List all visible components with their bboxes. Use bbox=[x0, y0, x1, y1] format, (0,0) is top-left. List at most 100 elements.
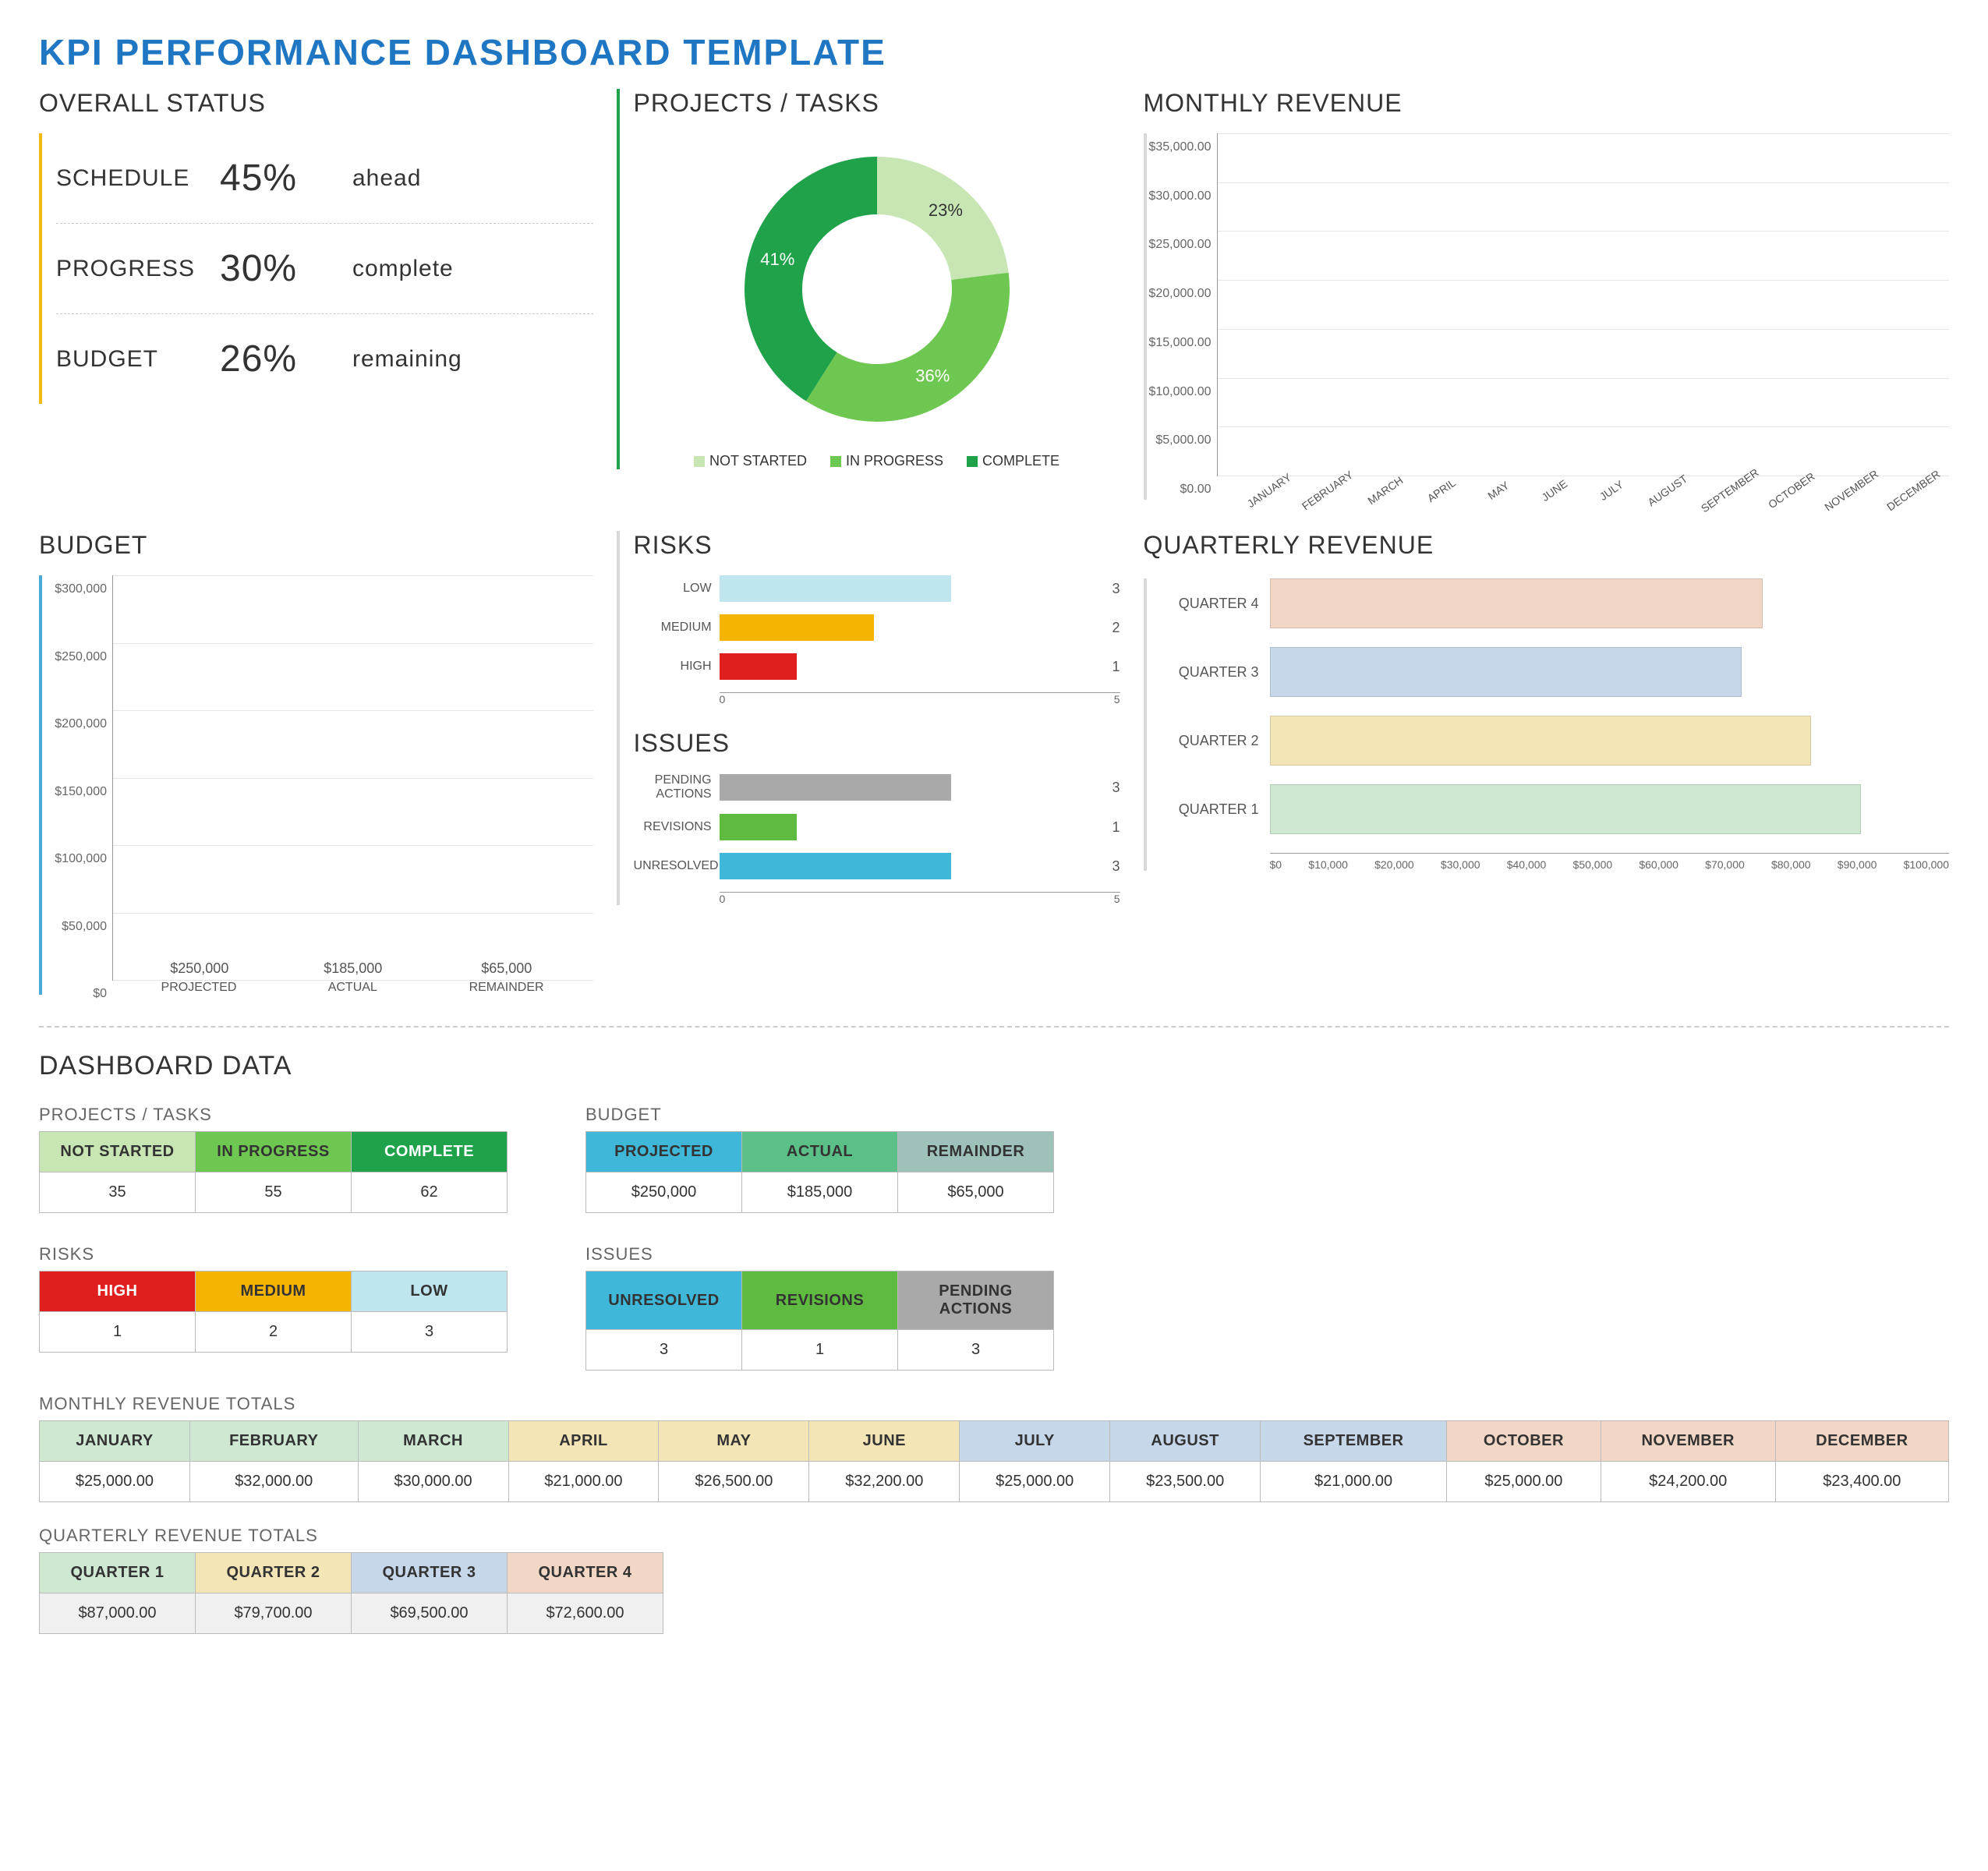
table-cell: $25,000.00 bbox=[1447, 1462, 1601, 1502]
table-header: JUNE bbox=[809, 1421, 960, 1462]
quarter-label: QUARTER 4 bbox=[1161, 596, 1270, 612]
dashboard-data-title: DASHBOARD DATA bbox=[39, 1051, 1949, 1081]
table-header: APRIL bbox=[508, 1421, 659, 1462]
hbar-axis: 05 bbox=[720, 692, 1120, 706]
donut-slice-label: 23% bbox=[928, 200, 962, 220]
status-pct: 26% bbox=[220, 338, 352, 380]
hbar-track bbox=[720, 575, 1106, 602]
y-axis-label: $0 bbox=[93, 987, 113, 1001]
projects-table: NOT STARTEDIN PROGRESSCOMPLETE355562 bbox=[39, 1131, 508, 1213]
table-header: MARCH bbox=[358, 1421, 508, 1462]
y-axis-label: $35,000.00 bbox=[1148, 140, 1217, 154]
quarter-axis-label: $100,000 bbox=[1904, 858, 1949, 871]
monthly-revenue-body: $0.00$5,000.00$10,000.00$15,000.00$20,00… bbox=[1144, 133, 1950, 500]
bar-column: $250,000 bbox=[122, 960, 276, 980]
table-header: LOW bbox=[352, 1272, 508, 1312]
projects-table-wrap: PROJECTS / TASKS NOT STARTEDIN PROGRESSC… bbox=[39, 1097, 508, 1213]
table-header: NOT STARTED bbox=[40, 1132, 196, 1172]
status-pct: 30% bbox=[220, 247, 352, 290]
hbar-row: UNRESOLVED3 bbox=[634, 853, 1120, 879]
table-header: DECEMBER bbox=[1775, 1421, 1948, 1462]
donut-slice-label: 41% bbox=[760, 249, 794, 269]
hbar-track bbox=[720, 614, 1106, 641]
budget-table-wrap: BUDGET PROJECTEDACTUALREMAINDER$250,000$… bbox=[585, 1097, 1054, 1213]
table-cell: $69,500.00 bbox=[352, 1593, 508, 1634]
hbar-axis: 05 bbox=[720, 892, 1120, 905]
monthly-table: JANUARYFEBRUARYMARCHAPRILMAYJUNEJULYAUGU… bbox=[39, 1420, 1949, 1502]
quarter-track bbox=[1270, 647, 1950, 697]
risks-issues-body: RISKS LOW3MEDIUM2HIGH105 ISSUES PENDING … bbox=[617, 531, 1120, 905]
table-cell: 62 bbox=[352, 1172, 508, 1213]
y-axis-label: $250,000 bbox=[55, 650, 113, 664]
table-cell: $24,200.00 bbox=[1601, 1462, 1775, 1502]
bar-value-label: $185,000 bbox=[324, 960, 382, 977]
hbar-label: HIGH bbox=[634, 660, 720, 674]
y-axis-label: $20,000.00 bbox=[1148, 287, 1217, 301]
hbar-value: 1 bbox=[1112, 819, 1120, 836]
status-pct: 45% bbox=[220, 157, 352, 200]
y-axis-label: $50,000 bbox=[62, 920, 113, 934]
hbar bbox=[720, 774, 952, 801]
y-axis-label: $5,000.00 bbox=[1155, 433, 1217, 447]
quarter-axis-label: $10,000 bbox=[1308, 858, 1348, 871]
hbar-label: LOW bbox=[634, 582, 720, 596]
table-cell: $26,500.00 bbox=[659, 1462, 809, 1502]
row-2: BUDGET $0$50,000$100,000$150,000$200,000… bbox=[39, 531, 1949, 995]
y-axis-label: $30,000.00 bbox=[1148, 189, 1217, 203]
hbar-track bbox=[720, 814, 1106, 840]
status-label: PROGRESS bbox=[56, 256, 220, 282]
table-cell: 3 bbox=[898, 1330, 1054, 1371]
quarter-axis-label: $20,000 bbox=[1374, 858, 1414, 871]
issues-title: ISSUES bbox=[634, 729, 1120, 758]
donut-slice-label: 36% bbox=[915, 366, 950, 385]
table-cell: 2 bbox=[196, 1312, 352, 1353]
table-cell: $87,000.00 bbox=[40, 1593, 196, 1634]
quarter-axis-label: $0 bbox=[1270, 858, 1282, 871]
quarter-axis-label: $50,000 bbox=[1573, 858, 1613, 871]
table-cell: $250,000 bbox=[586, 1172, 742, 1213]
monthly-table-title: MONTHLY REVENUE TOTALS bbox=[39, 1394, 1949, 1414]
table-header: PROJECTED bbox=[586, 1132, 742, 1172]
quarterly-revenue-xaxis: $0$10,000$20,000$30,000$40,000$50,000$60… bbox=[1270, 853, 1950, 871]
donut-legend-item: COMPLETE bbox=[967, 453, 1059, 469]
issues-table-title: ISSUES bbox=[585, 1244, 1054, 1264]
donut-legend-item: IN PROGRESS bbox=[830, 453, 943, 469]
budget-table-title: BUDGET bbox=[585, 1105, 1054, 1125]
quarter-axis-label: $70,000 bbox=[1705, 858, 1745, 871]
hbar-label: UNRESOLVED bbox=[634, 859, 720, 873]
gridline bbox=[113, 980, 593, 981]
table-cell: $21,000.00 bbox=[1261, 1462, 1447, 1502]
projects-body: PROJECTS / TASKS 23%36%41% NOT STARTEDIN… bbox=[617, 89, 1120, 469]
quarterly-table-wrap: QUARTERLY REVENUE TOTALS QUARTER 1QUARTE… bbox=[39, 1526, 1949, 1634]
hbar-row: HIGH1 bbox=[634, 653, 1120, 680]
hbar-row: PENDING ACTIONS3 bbox=[634, 773, 1120, 801]
hbar bbox=[720, 853, 952, 879]
budget-table: PROJECTEDACTUALREMAINDER$250,000$185,000… bbox=[585, 1131, 1054, 1213]
quarter-axis-label: $80,000 bbox=[1771, 858, 1811, 871]
table-cell: $23,400.00 bbox=[1775, 1462, 1948, 1502]
table-header: MAY bbox=[659, 1421, 809, 1462]
hbar-label: PENDING ACTIONS bbox=[634, 773, 720, 801]
y-axis-label: $25,000.00 bbox=[1148, 238, 1217, 252]
table-header: SEPTEMBER bbox=[1261, 1421, 1447, 1462]
risks-table: HIGHMEDIUMLOW123 bbox=[39, 1271, 508, 1353]
y-axis-label: $10,000.00 bbox=[1148, 385, 1217, 399]
table-cell: $79,700.00 bbox=[196, 1593, 352, 1634]
monthly-revenue-panel: MONTHLY REVENUE $0.00 $5,000.00 $10,000.00… bbox=[1144, 89, 1950, 500]
y-axis-label: $150,000 bbox=[55, 785, 113, 799]
hbar bbox=[720, 614, 874, 641]
quarter-axis-label: $60,000 bbox=[1639, 858, 1678, 871]
monthly-revenue-title: MONTHLY REVENUE bbox=[1144, 89, 1950, 118]
quarter-bar bbox=[1270, 716, 1812, 766]
issues-table: UNRESOLVEDREVISIONSPENDING ACTIONS313 bbox=[585, 1271, 1054, 1371]
quarter-bar bbox=[1270, 647, 1742, 697]
status-label: SCHEDULE bbox=[56, 165, 220, 192]
status-label: BUDGET bbox=[56, 346, 220, 373]
table-cell: $30,000.00 bbox=[358, 1462, 508, 1502]
table-cell: $21,000.00 bbox=[508, 1462, 659, 1502]
y-axis-label: $0.00 bbox=[1180, 483, 1217, 497]
x-axis-label: ACTUAL bbox=[276, 981, 430, 995]
tables-row-2: RISKS HIGHMEDIUMLOW123 ISSUES UNRESOLVED… bbox=[39, 1236, 1949, 1371]
quarter-track bbox=[1270, 578, 1950, 628]
divider bbox=[39, 1026, 1949, 1027]
